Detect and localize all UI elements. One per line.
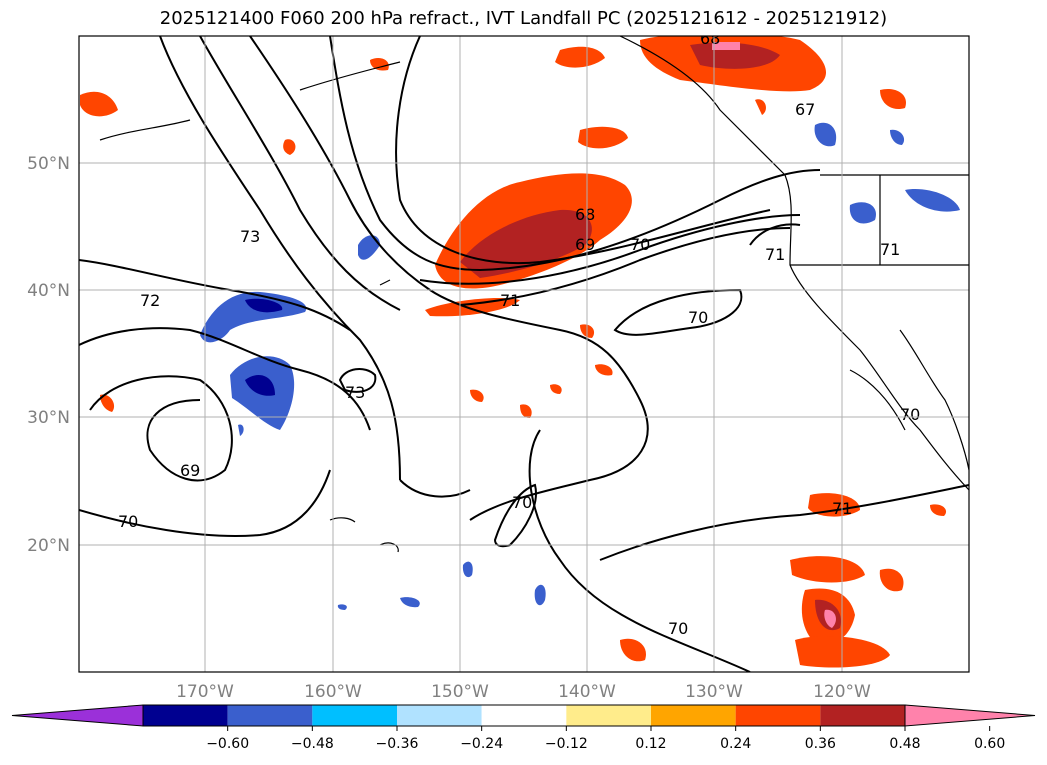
lon-label: 120°W — [813, 682, 871, 702]
colorbar-segment — [312, 705, 397, 726]
colorbar-segment — [566, 705, 651, 726]
colorbar-tick-label: 0.60 — [974, 736, 1005, 752]
contour-lines — [79, 36, 969, 672]
map-plot-area: 73 72 73 68 69 70 71 71 70 69 70 70 70 7… — [79, 29, 969, 672]
colorbar: −0.60 −0.48 −0.36 −0.24 −0.12 0.12 0.24 0.36 0.4… — [11, 704, 1036, 752]
contour-label: 71 — [765, 245, 785, 264]
lon-label: 150°W — [431, 682, 489, 702]
lat-label: 50°N — [27, 154, 70, 174]
colorbar-border — [142, 704, 906, 727]
contour-label: 72 — [140, 291, 160, 310]
lat-label: 20°N — [27, 536, 70, 556]
contour-label: 71 — [880, 240, 900, 259]
colorbar-extension-min — [11, 704, 144, 727]
colorbar-tick-label: 0.24 — [720, 736, 751, 752]
contour-label: 69 — [180, 461, 200, 480]
positive-anomaly-regions — [80, 36, 947, 668]
colorbar-tick-label: −0.48 — [291, 736, 334, 752]
contour-label: 68 — [575, 205, 595, 224]
map-frame — [78, 35, 970, 673]
colorbar-tick-label: 0.12 — [635, 736, 666, 752]
colorbar-segment — [397, 705, 482, 726]
colorbar-tick-label: 0.36 — [805, 736, 836, 752]
colorbar-extension-max — [904, 704, 1036, 727]
contour-label: 70 — [668, 619, 688, 638]
contour-label: 70 — [118, 512, 138, 531]
contour-label: 70 — [900, 405, 920, 424]
contour-label: 70 — [512, 493, 532, 512]
colorbar-tick-label: −0.12 — [545, 736, 588, 752]
map-title: 2025121400 F060 200 hPa refract., IVT La… — [159, 8, 888, 29]
lon-label: 140°W — [558, 682, 616, 702]
lon-label: 130°W — [685, 682, 743, 702]
lat-label: 40°N — [27, 281, 70, 301]
lon-label: 160°W — [304, 682, 362, 702]
contour-label: 70 — [630, 235, 650, 254]
contour-label: 68 — [700, 29, 720, 48]
gridlines — [79, 36, 969, 672]
colorbar-segment — [820, 705, 905, 726]
longitude-labels: 170°W 160°W 150°W 140°W 130°W 120°W — [176, 682, 871, 702]
colorbar-tick-label: 0.48 — [889, 736, 920, 752]
colorbar-tick-label: −0.24 — [460, 736, 503, 752]
colorbar-segment — [481, 705, 567, 726]
contour-label: 73 — [345, 383, 365, 402]
latitude-labels: 50°N 40°N 30°N 20°N — [27, 154, 70, 556]
lon-label: 170°W — [176, 682, 234, 702]
colorbar-tick-label: −0.60 — [206, 736, 249, 752]
contour-label: 70 — [688, 308, 708, 327]
colorbar-segment — [143, 705, 228, 726]
contour-label: 71 — [500, 291, 520, 310]
colorbar-segment — [227, 705, 313, 726]
contour-label: 69 — [575, 235, 595, 254]
contour-label: 67 — [795, 100, 815, 119]
negative-anomaly-regions — [200, 122, 960, 610]
colorbar-tick-label: −0.36 — [376, 736, 419, 752]
colorbar-segment — [735, 705, 821, 726]
lat-label: 30°N — [27, 408, 70, 428]
contour-label: 73 — [240, 227, 260, 246]
colorbar-segment — [651, 705, 736, 726]
